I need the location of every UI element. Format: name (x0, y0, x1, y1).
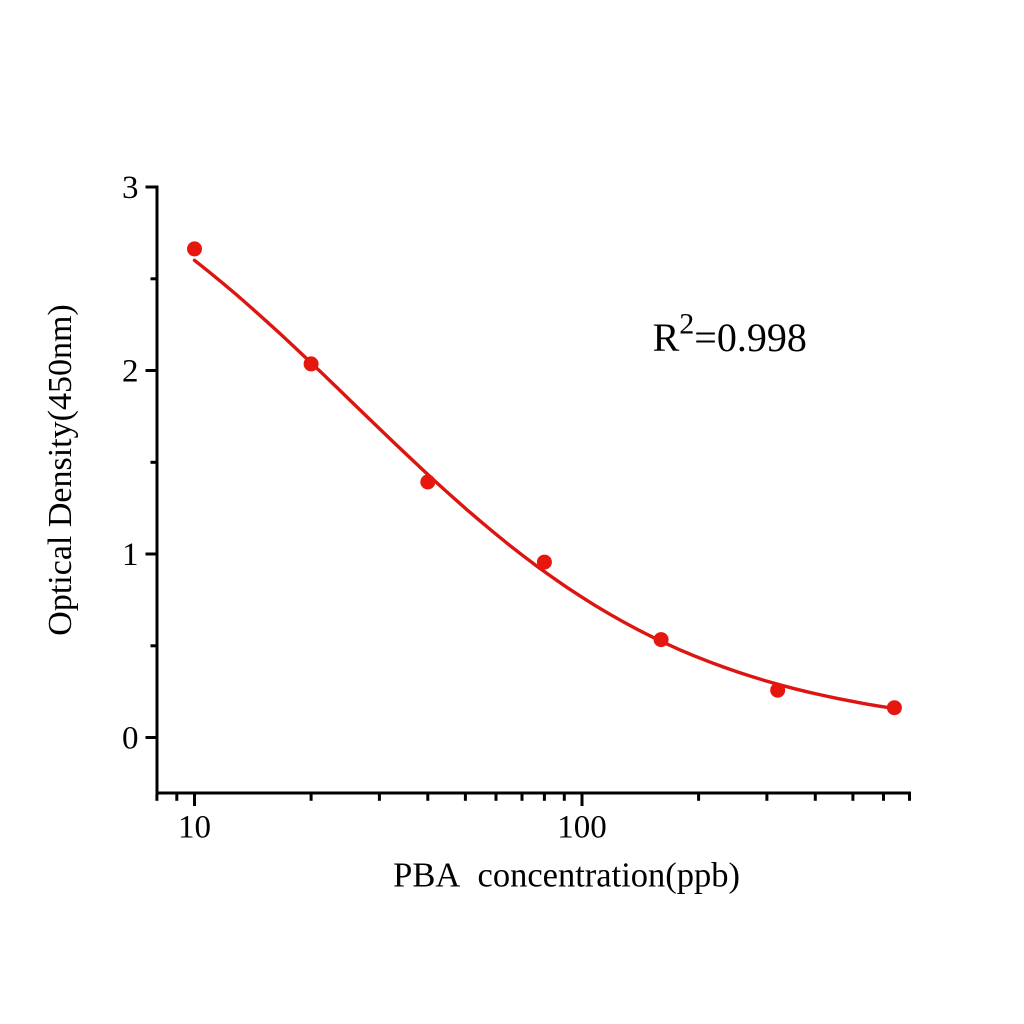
svg-text:Optical Density(450nm): Optical Density(450nm) (42, 304, 79, 635)
svg-text:100: 100 (557, 809, 607, 845)
svg-text:R2=0.998: R2=0.998 (653, 307, 807, 360)
svg-text:1: 1 (122, 537, 139, 573)
svg-text:0: 0 (122, 720, 139, 756)
svg-text:PBA concentration(ppb): PBA concentration(ppb) (393, 856, 740, 894)
svg-text:10: 10 (178, 809, 211, 845)
svg-text:2: 2 (122, 353, 139, 389)
svg-text:3: 3 (122, 170, 139, 206)
